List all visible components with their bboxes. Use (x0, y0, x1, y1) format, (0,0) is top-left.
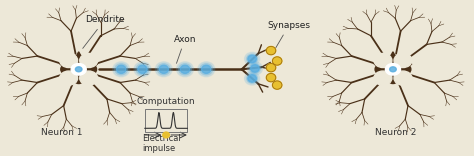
Text: Synapses: Synapses (267, 21, 310, 51)
Ellipse shape (394, 71, 412, 85)
Circle shape (246, 54, 258, 64)
Circle shape (246, 73, 258, 83)
Circle shape (113, 62, 130, 77)
Text: Axon: Axon (174, 34, 196, 63)
Text: Neuron 1: Neuron 1 (41, 128, 83, 137)
Circle shape (248, 55, 256, 63)
Ellipse shape (393, 61, 402, 69)
Ellipse shape (75, 67, 82, 72)
Circle shape (178, 63, 191, 75)
Circle shape (159, 65, 168, 73)
Bar (145, 109, 187, 132)
Circle shape (266, 63, 276, 72)
Ellipse shape (383, 61, 392, 69)
Ellipse shape (79, 61, 88, 69)
Text: Electrical
impulse: Electrical impulse (143, 134, 181, 153)
Circle shape (138, 65, 147, 73)
Text: Dendrite: Dendrite (83, 15, 125, 48)
Ellipse shape (385, 63, 401, 75)
Ellipse shape (80, 53, 98, 68)
Circle shape (155, 62, 172, 77)
Ellipse shape (374, 53, 392, 68)
Ellipse shape (73, 55, 84, 66)
Polygon shape (374, 52, 412, 83)
Polygon shape (60, 52, 98, 83)
Circle shape (115, 63, 128, 75)
Circle shape (176, 62, 193, 77)
Circle shape (134, 62, 151, 77)
Circle shape (251, 65, 259, 72)
Circle shape (245, 52, 260, 66)
Ellipse shape (79, 70, 88, 78)
Circle shape (163, 132, 169, 138)
Ellipse shape (390, 67, 396, 72)
Ellipse shape (71, 63, 86, 75)
Circle shape (245, 72, 260, 85)
Ellipse shape (394, 53, 412, 68)
Circle shape (157, 63, 170, 75)
Ellipse shape (393, 70, 402, 78)
Circle shape (201, 65, 211, 73)
Ellipse shape (375, 64, 389, 75)
Ellipse shape (397, 64, 411, 75)
Circle shape (200, 63, 213, 75)
Circle shape (273, 81, 282, 89)
Circle shape (248, 75, 256, 82)
Ellipse shape (383, 70, 392, 78)
Circle shape (266, 46, 276, 55)
Circle shape (180, 65, 190, 73)
Ellipse shape (60, 71, 78, 85)
Ellipse shape (61, 64, 75, 75)
Ellipse shape (69, 61, 78, 69)
Ellipse shape (374, 71, 392, 85)
Text: Neuron 2: Neuron 2 (374, 128, 416, 137)
Ellipse shape (387, 72, 399, 83)
Ellipse shape (82, 64, 97, 75)
Circle shape (117, 65, 126, 73)
Circle shape (247, 62, 263, 75)
Circle shape (266, 73, 276, 82)
Circle shape (136, 63, 149, 75)
Ellipse shape (60, 53, 78, 68)
Circle shape (249, 63, 261, 73)
Circle shape (198, 62, 215, 77)
Ellipse shape (387, 55, 399, 66)
Ellipse shape (73, 72, 84, 83)
Ellipse shape (69, 70, 78, 78)
Ellipse shape (80, 71, 98, 85)
Text: Computation: Computation (137, 97, 195, 106)
Circle shape (273, 57, 282, 65)
